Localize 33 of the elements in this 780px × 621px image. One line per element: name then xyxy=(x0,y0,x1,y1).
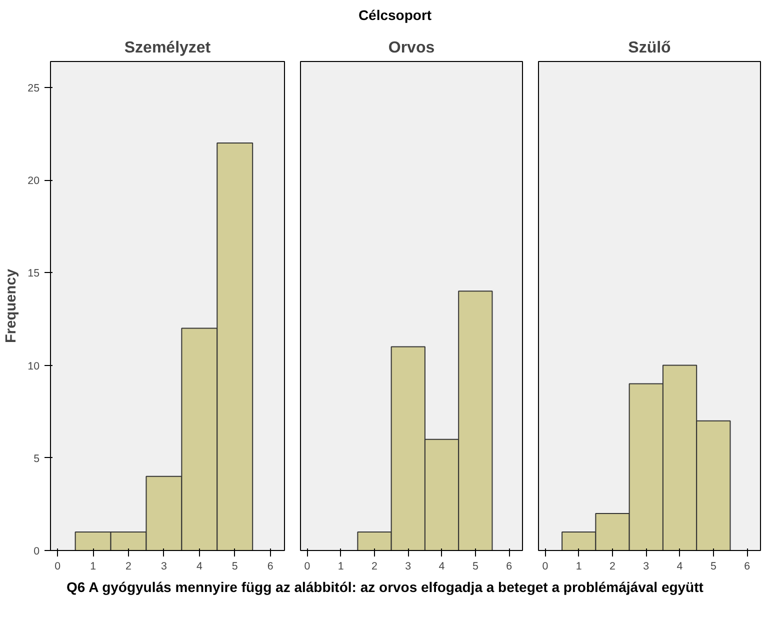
x-tick-label: 4 xyxy=(676,560,683,572)
x-axis-title: Q6 A gyógyulás mennyire függ az alábbitól: az orvos elfogadja a beteget a problémájával együtt xyxy=(66,578,704,597)
x-tick-label: 6 xyxy=(506,560,512,572)
x-tick-label: 2 xyxy=(610,560,616,572)
x-tick-label: 5 xyxy=(710,560,716,572)
x-tick-label: 1 xyxy=(90,560,96,572)
x-tick-label: 1 xyxy=(576,560,582,572)
y-tick-label: 25 xyxy=(28,82,40,94)
chart-title: Szülő xyxy=(628,40,672,56)
y-tick-label: 20 xyxy=(28,175,40,188)
x-tick-label: 2 xyxy=(126,560,132,572)
x-tick-label: 0 xyxy=(54,560,61,572)
x-tick-label: 6 xyxy=(267,560,274,572)
x-tick-label: 4 xyxy=(196,560,202,572)
chart-title: Orvos xyxy=(388,40,435,56)
x-tick-label: 1 xyxy=(338,560,344,572)
x-tick-label: 0 xyxy=(542,560,548,572)
y-tick-label: 15 xyxy=(28,268,40,280)
x-tick-label: 3 xyxy=(160,560,167,572)
x-tick-label: 0 xyxy=(304,560,310,572)
chart-title: Személyzet xyxy=(124,40,212,56)
y-axis-title: Frequency xyxy=(4,268,20,344)
y-tick-label: 5 xyxy=(34,452,40,465)
x-tick-label: 6 xyxy=(744,560,750,572)
x-tick-label: 4 xyxy=(438,560,445,572)
x-tick-label: 5 xyxy=(232,560,238,572)
x-tick-label: 3 xyxy=(405,560,412,572)
y-tick-label: 0 xyxy=(34,546,40,558)
y-tick-label: 10 xyxy=(28,360,40,372)
text: Célcsoport xyxy=(358,6,432,25)
x-tick-label: 3 xyxy=(643,560,650,572)
x-tick-label: 2 xyxy=(372,560,378,572)
x-tick-label: 5 xyxy=(472,560,478,572)
